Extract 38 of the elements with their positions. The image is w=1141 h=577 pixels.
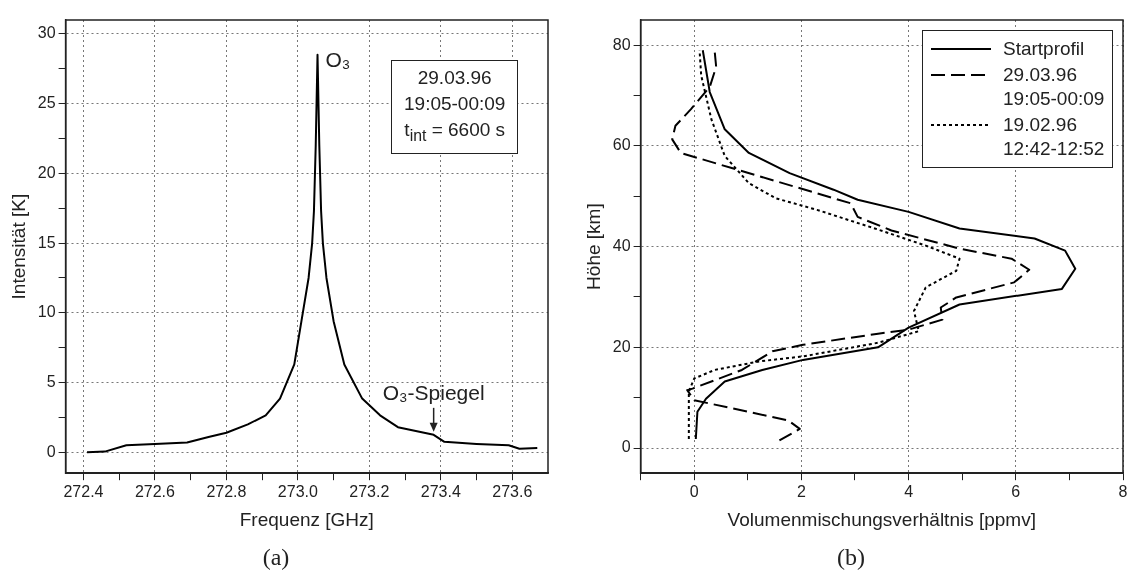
x-tick-label: 8 bbox=[1118, 483, 1128, 501]
y-tick-label: 10 bbox=[37, 303, 56, 321]
y-tick-label: 25 bbox=[37, 94, 56, 112]
x-tick-label: 273.2 bbox=[349, 483, 390, 501]
x-tick-label: 4 bbox=[904, 483, 914, 501]
x-axis-title: Volumenmischungsverhältnis [ppmv] bbox=[727, 509, 1036, 531]
x-tick-label: 273.6 bbox=[492, 483, 533, 501]
x-tick-label: 0 bbox=[689, 483, 699, 501]
y-tick-label: 60 bbox=[612, 136, 631, 154]
y-axis-title: Höhe [km] bbox=[582, 203, 604, 290]
x-tick-label: 273.0 bbox=[277, 483, 318, 501]
legend-label: 19.02.96 12:42-12:52 bbox=[1003, 113, 1105, 161]
y-tick-label: 30 bbox=[37, 24, 56, 42]
y-tick-label: 0 bbox=[46, 442, 56, 460]
x-tick-label: 2 bbox=[796, 483, 806, 501]
y-tick-label: 20 bbox=[37, 163, 56, 181]
x-tick-label: 272.8 bbox=[206, 483, 247, 501]
annotation: O₃-Spiegel bbox=[382, 381, 485, 405]
y-tick-label: 15 bbox=[37, 233, 56, 251]
x-tick-label: 273.4 bbox=[420, 483, 461, 501]
y-tick-label: 0 bbox=[621, 438, 631, 456]
legend-label: Startprofil bbox=[1003, 37, 1085, 61]
x-axis-title: Frequenz [GHz] bbox=[239, 509, 374, 531]
text: (a) bbox=[262, 543, 290, 570]
x-tick-label: 272.4 bbox=[63, 483, 104, 501]
y-tick-label: 20 bbox=[612, 337, 631, 355]
annotation: 19:05-00:09 bbox=[404, 93, 506, 114]
annotation: O₃ bbox=[325, 48, 351, 72]
legend-label: 29.03.96 19:05-00:09 bbox=[1003, 63, 1105, 111]
x-tick-label: 6 bbox=[1011, 483, 1021, 501]
annotation: t$_{int}$ = 6600 s bbox=[404, 119, 506, 144]
y-tick-label: 5 bbox=[46, 372, 56, 390]
text: (b) bbox=[837, 543, 865, 570]
x-tick-label: 272.6 bbox=[134, 483, 176, 501]
y-axis-title: Intensität [K] bbox=[7, 193, 29, 300]
y-tick-label: 40 bbox=[612, 237, 631, 255]
y-tick-label: 80 bbox=[612, 35, 631, 53]
annotation: 29.03.96 bbox=[417, 67, 492, 88]
